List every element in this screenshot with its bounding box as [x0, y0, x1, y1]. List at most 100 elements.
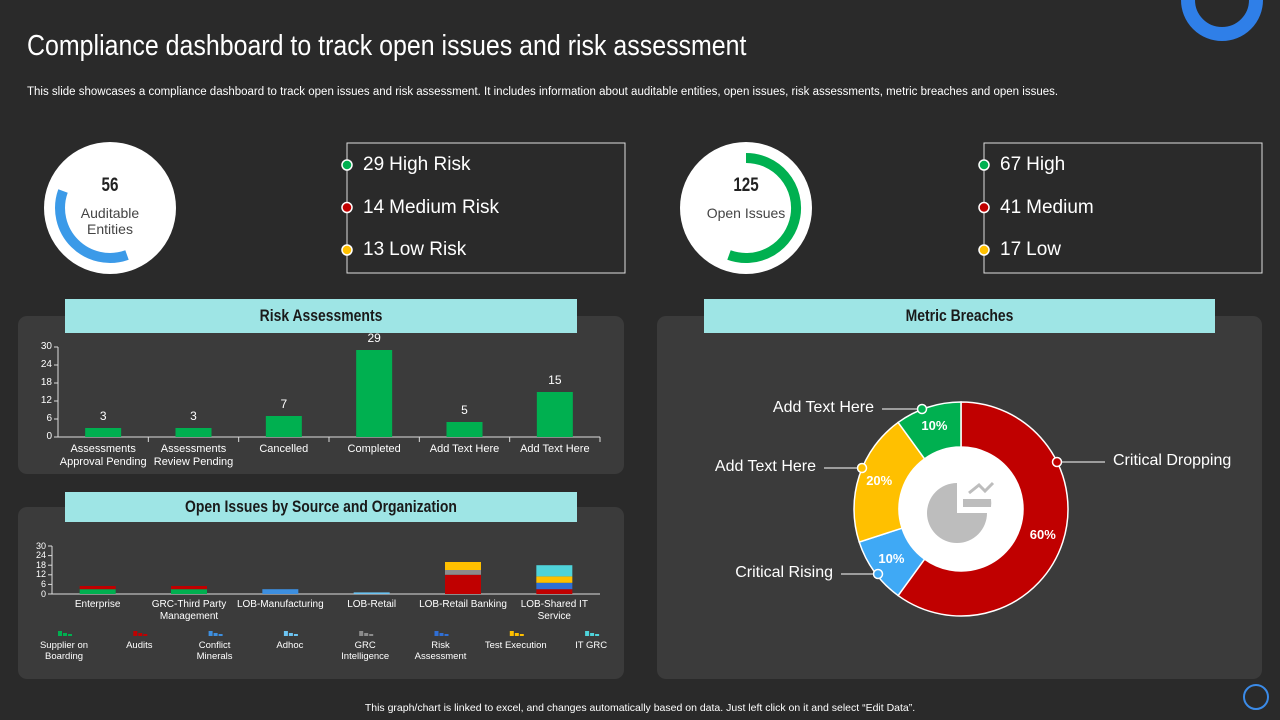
bar [536, 392, 573, 437]
chart-title: Open Issues by Source and Organization [185, 497, 457, 516]
legend-swatch [514, 633, 519, 636]
bar [85, 428, 122, 437]
legend-swatch [288, 633, 293, 636]
legend-label: Supplier on Boarding [39, 640, 89, 662]
legend-dot [978, 244, 990, 256]
kpi-value: 125 [733, 175, 759, 196]
legend-swatch [509, 631, 514, 636]
legend-label: Test Execution [484, 640, 547, 651]
y-tick-label: 24 [35, 550, 46, 561]
bar-segment [536, 582, 573, 590]
kpi-item-value: 17 [1000, 239, 1022, 260]
value-label: 20% [866, 473, 893, 489]
decor-ring [1181, 0, 1263, 41]
slice-label: Add Text Here [772, 399, 874, 416]
chart-title: Metric Breaches [905, 306, 1014, 325]
legend-swatch [359, 631, 364, 636]
bar [356, 350, 393, 437]
y-tick-label: 12 [35, 569, 46, 580]
legend-swatch [63, 633, 67, 636]
kpi-item: 29 High Risk [363, 154, 470, 176]
kpi-label: Open Issues [706, 205, 786, 221]
legend-swatch [213, 633, 218, 636]
y-tick-label: 12 [40, 395, 52, 406]
y-tick-label: 0 [40, 588, 46, 599]
legend-swatch [519, 634, 524, 636]
x-tick-label: Completed [347, 443, 401, 455]
legend-swatch [364, 633, 369, 636]
x-tick-label: Assessments Approval Pending [59, 443, 147, 468]
kpi-label: Auditable Entities [80, 205, 140, 238]
panel-tab [65, 299, 577, 333]
x-tick-label: LOB-Retail Banking [419, 599, 507, 610]
leader-dot [916, 403, 928, 415]
legend-swatch [143, 634, 148, 636]
kpi-item-value: 41 [1000, 196, 1022, 218]
value-label: 3 [190, 409, 197, 423]
x-tick-label: Add Text Here [429, 443, 500, 455]
legend-swatch [439, 633, 444, 636]
bar-segment [536, 589, 573, 594]
y-tick-label: 30 [40, 341, 52, 352]
bar-segment [171, 589, 207, 594]
legend-label: Audits [126, 640, 153, 651]
legend-label: Risk Assessment [414, 640, 467, 662]
y-tick-label: 0 [46, 431, 52, 442]
bar [265, 416, 302, 437]
kpi-item: 41 Medium [1000, 197, 1094, 219]
x-tick-label: LOB-Manufacturing [236, 599, 324, 610]
x-tick-label: Enterprise [74, 599, 121, 610]
legend-label: Adhoc [276, 640, 304, 651]
value-label: 15 [548, 373, 562, 387]
x-tick-label: Add Text Here [520, 443, 590, 455]
bar-segment [262, 589, 299, 594]
bar [175, 428, 212, 437]
decor-circle [1243, 684, 1269, 710]
legend-label: GRC Intelligence [341, 640, 390, 662]
legend-swatch [133, 631, 138, 636]
kpi-item: 17 Low [1000, 239, 1061, 261]
x-tick-label: LOB-Shared IT Service [520, 599, 588, 622]
legend-swatch [218, 634, 223, 636]
leader-dot [856, 462, 868, 474]
footer: This graph/chart is linked to excel, and… [364, 702, 916, 714]
value-label: 29 [367, 331, 381, 345]
x-tick-label: Cancelled [259, 443, 309, 455]
kpi-item-value: 67 [1000, 154, 1022, 175]
y-tick-label: 6 [40, 579, 46, 589]
kpi-item: 14 Medium Risk [363, 197, 499, 219]
legend-swatch [585, 631, 590, 636]
subtitle: This slide showcases a compliance dashbo… [27, 86, 1059, 98]
legend-swatch [58, 631, 62, 636]
legend-swatch [369, 634, 374, 636]
panel [18, 507, 624, 679]
kpi-item-label: Medium Risk [389, 196, 499, 218]
kpi-item-value: 14 [363, 196, 385, 218]
kpi-item-label: High Risk [389, 154, 471, 175]
bar-segment [445, 570, 481, 575]
kpi-item: 13 Low Risk [363, 239, 466, 261]
leader-dot [872, 568, 884, 580]
legend-dot [341, 201, 353, 214]
value-label: 7 [280, 397, 288, 411]
legend-swatch [444, 634, 449, 636]
slice-label: Add Text Here [714, 458, 816, 475]
value-label: 10% [878, 550, 905, 566]
legend-swatch [138, 633, 143, 636]
y-tick-label: 30 [35, 540, 46, 551]
value-label: 5 [461, 403, 468, 417]
legend-swatch [293, 634, 298, 636]
value-label: 3 [99, 409, 107, 423]
donut-hole [899, 447, 1023, 571]
leader-dot [1051, 456, 1063, 468]
panel-tab [704, 299, 1215, 333]
center-icon [927, 483, 987, 543]
kpi-arc [55, 189, 129, 263]
bar-segment [171, 586, 207, 590]
legend-swatch [595, 634, 600, 636]
kpi-item-label: Medium [1026, 196, 1094, 218]
bar [446, 422, 483, 437]
kpi-item: 67 High [1000, 154, 1065, 176]
value-label: 60% [1029, 526, 1056, 542]
